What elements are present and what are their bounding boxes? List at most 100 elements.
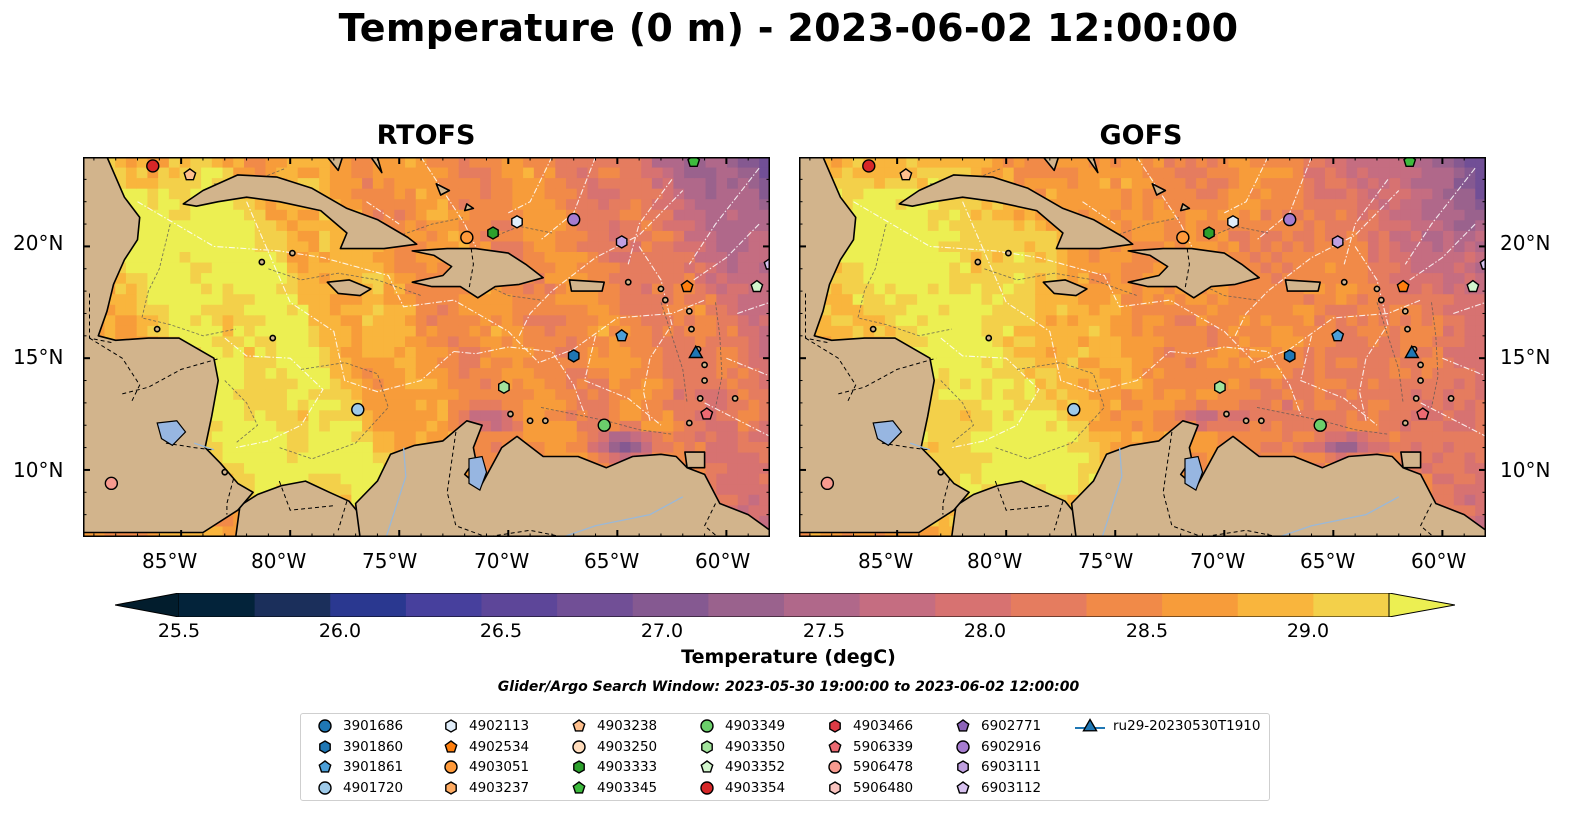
legend-symbol xyxy=(572,780,586,794)
platform-marker xyxy=(487,226,499,240)
legend-label: 4903345 xyxy=(597,779,658,796)
search-window-text: Glider/Argo Search Window: 2023-05-30 19… xyxy=(497,679,1080,695)
colorbar-tick-label: 28.0 xyxy=(963,620,1007,642)
legend-label: 3901861 xyxy=(343,759,404,775)
legend-symbol xyxy=(444,739,458,753)
legend-item: 4903238 xyxy=(567,716,657,736)
legend-symbol xyxy=(445,780,457,795)
legend-marker xyxy=(444,760,458,774)
legend-marker xyxy=(956,739,970,754)
platform-marker xyxy=(1396,279,1410,293)
platform-marker xyxy=(1067,402,1081,417)
legend-symbol xyxy=(829,780,841,795)
lon-tick-label: 85°W xyxy=(858,549,914,573)
legend-symbol xyxy=(318,719,332,733)
platform-marker xyxy=(680,279,694,293)
legend-symbol xyxy=(572,739,586,754)
lat-tick-label: 10°N xyxy=(13,458,64,482)
colorbar xyxy=(115,593,1455,617)
platform-marker xyxy=(1214,380,1226,395)
platform-marker xyxy=(511,214,523,229)
legend-item: 4903352 xyxy=(695,757,785,777)
colorbar-tick-label: 29.0 xyxy=(1286,620,1330,642)
legend-marker xyxy=(319,739,331,754)
lon-tick-label: 70°W xyxy=(474,549,530,573)
platform-marker xyxy=(615,328,629,342)
legend-item: 4903350 xyxy=(695,737,785,757)
legend-label: 4903333 xyxy=(597,759,658,775)
panel-title-rtofs: RTOFS xyxy=(376,120,476,151)
platform-marker xyxy=(688,344,704,359)
legend-symbol xyxy=(319,739,331,754)
legend-item: 3901686 xyxy=(313,716,403,736)
legend-symbol xyxy=(828,739,842,753)
legend-symbol xyxy=(444,760,458,774)
land xyxy=(83,157,770,537)
legend-marker xyxy=(828,739,842,753)
legend-item: 5906480 xyxy=(823,778,913,798)
platform-marker xyxy=(498,380,510,395)
platform-marker xyxy=(1283,349,1296,363)
legend-item: 4903466 xyxy=(823,716,913,736)
legend-marker xyxy=(572,780,586,794)
legend-item: 6902916 xyxy=(951,737,1041,757)
legend-label: 4903354 xyxy=(725,779,786,796)
legend-marker xyxy=(572,739,586,754)
legend-item: 4902113 xyxy=(439,716,529,736)
legend-item: 4903250 xyxy=(567,737,657,757)
legend-symbol xyxy=(1082,718,1098,732)
colorbar-tick-label: 25.5 xyxy=(157,620,201,642)
legend-item: 4903333 xyxy=(567,757,657,777)
colorbar-over-arrow xyxy=(1388,593,1455,617)
lon-tick-label: 85°W xyxy=(142,549,198,573)
lon-tick-label: 65°W xyxy=(1300,549,1356,573)
legend-marker xyxy=(572,719,586,732)
platform-marker xyxy=(146,159,160,173)
platform-marker xyxy=(899,168,913,181)
rivers xyxy=(909,442,1400,537)
platform-marker xyxy=(1227,214,1239,229)
legend-item: 4903349 xyxy=(695,716,785,736)
legend-label: 3901686 xyxy=(343,718,404,734)
platform-marker xyxy=(597,418,611,432)
legend-symbol xyxy=(956,780,970,794)
legend-marker xyxy=(956,780,970,794)
panel-title-gofs: GOFS xyxy=(1099,120,1183,151)
lon-tick-label: 75°W xyxy=(362,549,418,573)
legend-marker xyxy=(444,739,458,753)
legend-label: 4902534 xyxy=(469,738,530,755)
colorbar-segment xyxy=(481,593,558,617)
legend-symbol xyxy=(445,719,457,733)
legend-item: 4903345 xyxy=(567,778,657,798)
platform-marker xyxy=(1313,418,1327,432)
platform-marker xyxy=(687,157,701,168)
map-frame xyxy=(83,157,770,537)
lon-tick-label: 80°W xyxy=(967,549,1023,573)
lat-tick-label: 20°N xyxy=(13,231,64,255)
legend-label: 4903238 xyxy=(597,718,658,734)
legend-symbol xyxy=(956,739,970,754)
legend-label: 4901720 xyxy=(343,779,404,796)
platform-marker xyxy=(750,279,764,293)
country-borders xyxy=(89,248,719,537)
lat-tick-label: 10°N xyxy=(1500,458,1551,482)
platform-marker xyxy=(1331,235,1344,249)
platform-marker xyxy=(1404,344,1420,359)
lat-tick-label: 20°N xyxy=(1500,231,1551,255)
legend-marker xyxy=(700,780,714,795)
colorbar-segment xyxy=(784,593,861,617)
colorbar-segment xyxy=(179,593,256,617)
platform-marker xyxy=(567,212,581,227)
lon-tick-label: 60°W xyxy=(1411,549,1467,573)
colorbar-segment xyxy=(1086,593,1163,617)
legend-symbol xyxy=(318,780,332,795)
legend-label: 4903466 xyxy=(853,718,914,734)
legend-symbol xyxy=(701,739,713,754)
platform-marker xyxy=(1416,407,1430,420)
platform-marker xyxy=(1203,226,1215,240)
legend-label: 6903111 xyxy=(981,759,1042,775)
legend-marker xyxy=(957,760,969,774)
rivers xyxy=(193,442,684,537)
colorbar-segment xyxy=(632,593,709,617)
colorbar-under-arrow xyxy=(115,593,180,617)
